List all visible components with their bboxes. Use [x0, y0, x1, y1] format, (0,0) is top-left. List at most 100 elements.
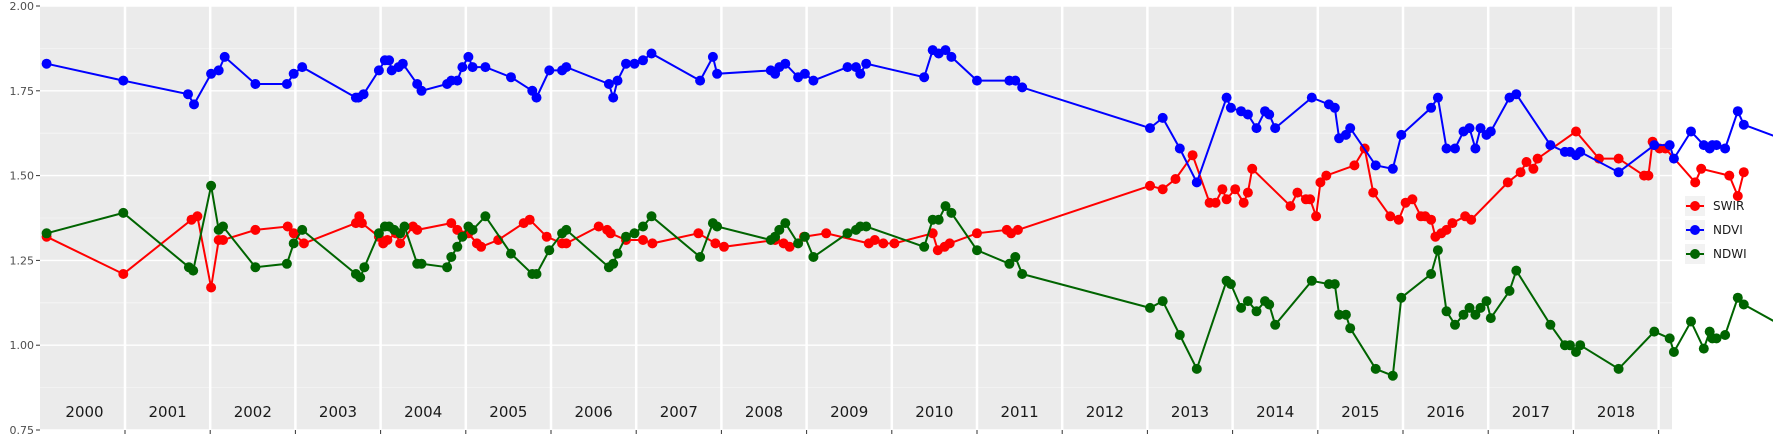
ndvi-point — [41, 58, 52, 69]
swir-point — [1643, 170, 1654, 181]
year-label: 2011 — [1001, 403, 1039, 421]
ndwi-point — [544, 245, 555, 256]
ndwi-point — [1396, 292, 1407, 303]
ndwi-point — [118, 207, 129, 218]
ndwi-point — [793, 238, 804, 249]
swir-point — [1407, 194, 1418, 205]
swir-point — [1521, 157, 1532, 167]
swir-point — [1571, 126, 1581, 137]
ndvi-point — [940, 45, 951, 56]
ndvi-point — [219, 51, 230, 62]
year-label: 2002 — [234, 403, 272, 421]
ndwi-point — [218, 221, 228, 232]
ndwi-point — [480, 211, 491, 222]
ndvi-point — [712, 68, 723, 79]
y-tick-label: 1.50 — [10, 170, 35, 183]
legend-label-swir: SWIR — [1713, 199, 1744, 213]
swir-point — [206, 282, 217, 293]
swir-point — [944, 238, 955, 249]
ndvi-point — [1270, 123, 1281, 134]
y-tick-label: 0.75 — [10, 424, 35, 437]
ndwi-point — [608, 258, 619, 269]
ndwi-point — [281, 258, 292, 269]
y-tick-label: 1.75 — [10, 85, 35, 98]
ndvi-point — [531, 92, 542, 103]
swir-point — [218, 235, 228, 245]
ndvi-point — [1738, 119, 1749, 130]
ndwi-point — [1236, 302, 1247, 313]
ndvi-point — [1251, 123, 1262, 134]
ndvi-point — [1242, 109, 1253, 120]
ndvi-point — [1686, 126, 1696, 137]
ndwi-point — [1010, 252, 1021, 262]
ndwi-point — [1306, 275, 1317, 286]
year-label: 2017 — [1512, 403, 1550, 421]
ndwi-point — [561, 224, 572, 235]
swir-point — [288, 228, 299, 239]
year-label: 2004 — [404, 403, 442, 421]
legend-key-ndvi — [1690, 225, 1700, 235]
ndwi-point — [531, 269, 542, 279]
swir-point — [1012, 224, 1023, 235]
ndvi-point — [1191, 177, 1202, 188]
ndwi-point — [1686, 316, 1696, 327]
ndwi-point — [1664, 333, 1675, 344]
swir-point — [1230, 184, 1241, 195]
swir-point — [298, 238, 309, 249]
ndwi-point — [646, 211, 657, 222]
ndwi-line — [46, 185, 1773, 378]
ndwi-point — [288, 238, 299, 249]
legend-key-ndwi — [1690, 249, 1700, 259]
ndvi-point — [1613, 167, 1624, 178]
ndvi-point — [1017, 82, 1028, 93]
ndwi-point — [1251, 306, 1262, 317]
year-label: 2007 — [660, 403, 698, 421]
ndvi-point — [480, 62, 491, 73]
ndvi-point — [1732, 106, 1743, 117]
ndvi-point — [1511, 89, 1522, 100]
swir-point — [452, 224, 463, 235]
swir-point — [1528, 163, 1539, 174]
ndvi-point — [1668, 153, 1679, 164]
ndwi-point — [1481, 296, 1492, 307]
ndwi-point — [842, 228, 853, 239]
swir-point — [1311, 211, 1322, 222]
swir-point — [1292, 187, 1303, 198]
ndwi-point — [1464, 302, 1475, 313]
swir-point — [356, 218, 367, 229]
ndvi-point — [189, 99, 199, 110]
swir-point — [821, 228, 832, 239]
swir-point — [605, 228, 616, 239]
ndwi-point — [1174, 330, 1185, 340]
ndvi-point — [1174, 143, 1185, 154]
legend: SWIR NDVI NDWI — [1685, 196, 1747, 264]
ndvi-point — [1720, 143, 1731, 154]
swir-point — [1145, 180, 1155, 191]
ndwi-point — [712, 221, 723, 232]
ndvi-point — [250, 79, 261, 89]
swir-point — [693, 228, 704, 239]
swir-point — [1221, 194, 1232, 205]
swir-point — [1724, 170, 1735, 181]
ndvi-point — [506, 72, 516, 83]
ndwi-point — [695, 252, 706, 262]
ndwi-point — [359, 262, 370, 273]
swir-point — [1368, 187, 1379, 198]
ndvi-point — [1264, 109, 1275, 120]
swir-point — [541, 231, 552, 242]
ndwi-point — [1711, 333, 1722, 344]
swir-point — [1385, 211, 1396, 222]
ndwi-point — [1698, 343, 1709, 354]
year-label: 2006 — [575, 403, 613, 421]
ndwi-point — [1004, 258, 1015, 269]
ndvi-point — [1664, 140, 1675, 151]
ndvi-point — [1649, 140, 1660, 151]
swir-point — [1466, 214, 1477, 225]
ndvi-point — [1345, 123, 1356, 134]
swir-point — [647, 238, 658, 249]
swir-point — [524, 214, 535, 225]
series-ndvi — [41, 45, 1773, 188]
ndvi-point — [1485, 126, 1496, 137]
swir-point — [1247, 163, 1258, 174]
ndwi-point — [250, 262, 261, 273]
